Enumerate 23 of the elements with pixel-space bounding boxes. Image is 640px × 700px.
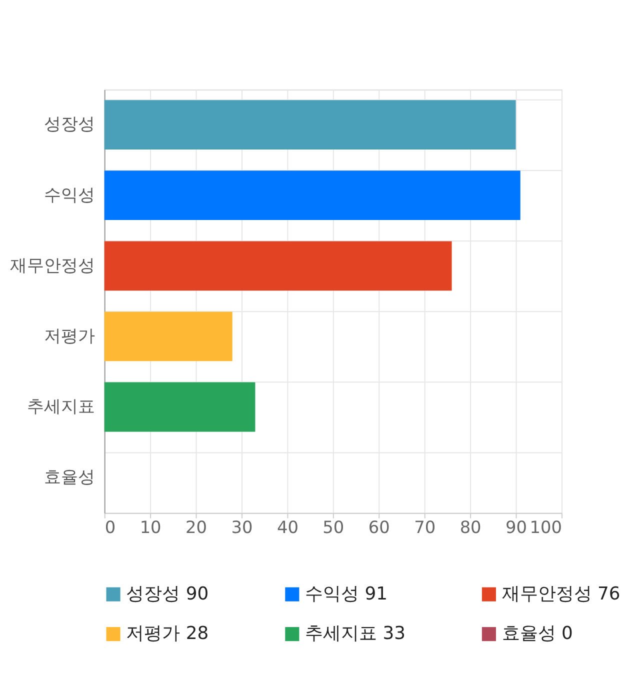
x-tick-label: 60 (368, 517, 390, 538)
legend-label: 수익성 91 (305, 583, 388, 604)
x-tick-label: 10 (140, 517, 162, 538)
legend-label: 저평가 28 (126, 623, 209, 644)
x-tick-label: 80 (460, 517, 482, 538)
y-tick-label: 효율성 (44, 466, 95, 487)
y-tick-label: 성장성 (44, 114, 95, 134)
legend-label: 재무안정성 76 (502, 583, 620, 604)
x-tick-label: 30 (231, 517, 253, 538)
legend-label: 추세지표 33 (305, 623, 406, 644)
y-tick-label: 추세지표 (26, 396, 95, 416)
x-tick-label: 70 (414, 517, 436, 538)
y-tick-label: 재무안정성 (10, 254, 95, 275)
y-tick-label: 수익성 (44, 184, 95, 204)
y-tick-label: 저평가 (44, 325, 95, 346)
legend-label: 효율성 0 (502, 623, 573, 644)
x-tick-label: 0 (104, 517, 116, 538)
x-tick-label: 90 (506, 517, 528, 538)
x-tick-label: 20 (186, 517, 208, 538)
x-tick-label: 40 (276, 517, 298, 538)
x-tick-label: 50 (322, 517, 344, 538)
x-tick-label: 100 (530, 517, 562, 538)
legend-label: 성장성 90 (126, 583, 209, 604)
